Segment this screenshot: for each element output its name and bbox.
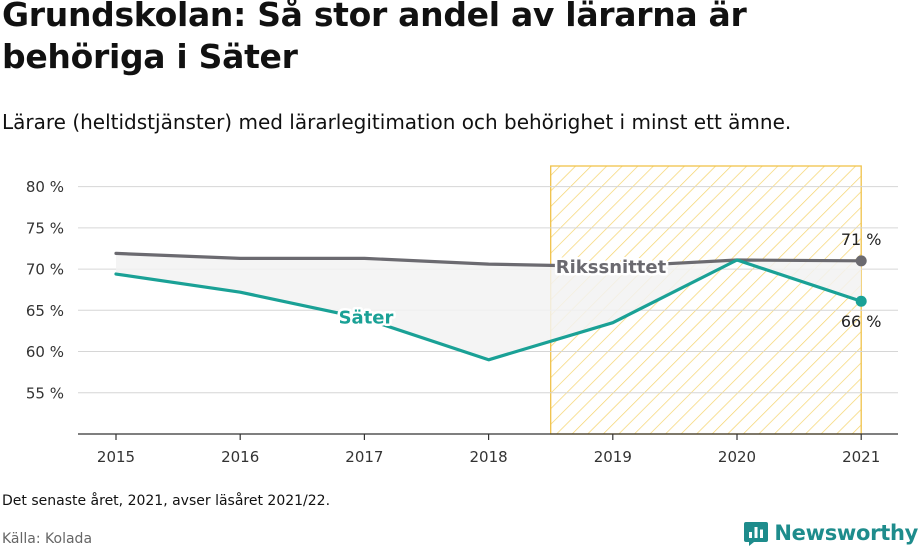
newsworthy-logo[interactable]: Newsworthy xyxy=(744,518,918,548)
x-tick-label-2015: 2015 xyxy=(97,448,135,466)
chart-title: Grundskolan: Så stor andel av lärarna är… xyxy=(2,0,747,76)
footnote: Det senaste året, 2021, avser läsåret 20… xyxy=(2,493,331,509)
series-labels: Rikssnittet Säter 71 % 66 % xyxy=(336,230,882,331)
gap-area-fill xyxy=(116,253,862,360)
gap-area xyxy=(116,253,862,360)
y-tick-label-80: 80 % xyxy=(26,178,64,196)
x-tick-label-2020: 2020 xyxy=(718,448,756,466)
series-lines xyxy=(114,251,863,362)
end-point-sater xyxy=(855,295,867,307)
x-tick-labels: 2015 2016 2017 2018 2019 2020 2021 xyxy=(97,448,880,466)
x-axis xyxy=(78,433,898,440)
chart-bars-icon xyxy=(744,522,769,546)
line-chart: 55 %60 %65 %70 %75 %80 % 2015 2016 2017 201… xyxy=(26,165,898,466)
y-tick-label-65: 65 % xyxy=(26,302,64,320)
end-label-rikssnittet: 71 % xyxy=(841,230,882,249)
end-label-sater: 66 % xyxy=(841,312,882,331)
series-line-sater xyxy=(114,258,863,362)
y-axis: 55 % 60 % 65 % 70 % 75 % 80 % xyxy=(26,178,64,402)
source-text: Källa: Kolada xyxy=(2,531,93,547)
chart-subtitle: Lärare (heltidstjänster) med lärarlegiti… xyxy=(2,110,792,134)
x-tick-label-2019: 2019 xyxy=(594,448,632,466)
end-point-rikssnittet xyxy=(855,255,867,267)
x-tick-label-2021: 2021 xyxy=(842,448,880,466)
series-label-rikssnittet: Rikssnittet xyxy=(556,257,667,278)
x-tick-label-2016: 2016 xyxy=(221,448,259,466)
x-tick-label-2017: 2017 xyxy=(345,448,383,466)
end-points xyxy=(855,255,867,307)
y-tick-label-75: 75 % xyxy=(26,219,64,237)
series-label-sater: Säter xyxy=(339,308,394,329)
y-tick-label-60: 60 % xyxy=(26,343,64,361)
brand-name: Newsworthy xyxy=(774,521,918,545)
y-tick-label-55: 55 % xyxy=(26,384,64,402)
x-tick-label-2018: 2018 xyxy=(470,448,508,466)
grid-lines xyxy=(78,186,898,394)
y-tick-label-70: 70 % xyxy=(26,261,64,279)
